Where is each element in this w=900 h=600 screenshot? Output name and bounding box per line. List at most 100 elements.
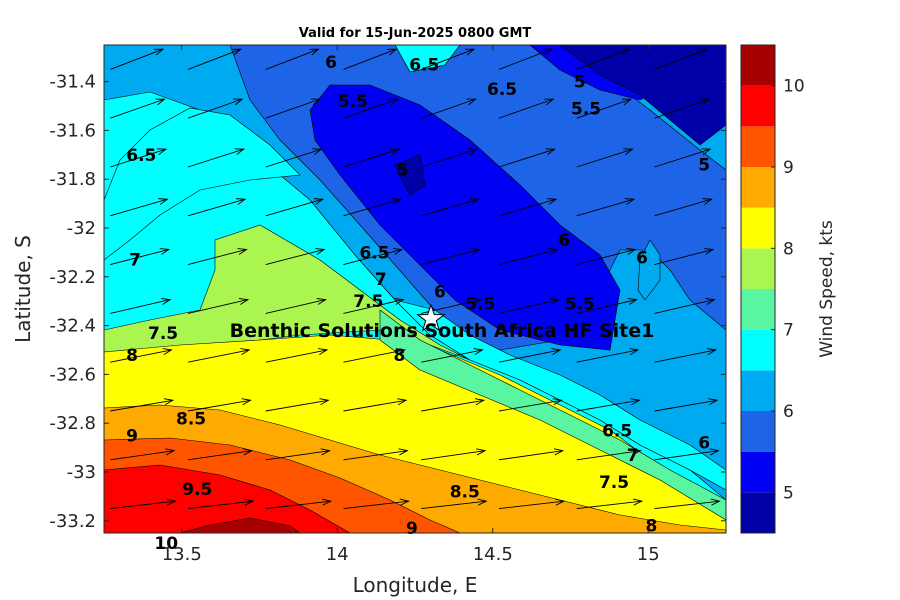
wind-arrow xyxy=(265,398,330,412)
wind-arrow xyxy=(110,498,177,510)
colorbar-tick-label: 7 xyxy=(783,321,794,341)
wind-arrow xyxy=(343,148,401,168)
wind-arrow xyxy=(265,448,331,461)
wind-arrow xyxy=(576,498,644,510)
y-tick-label: -32.6 xyxy=(49,364,96,385)
contour-label: 6 xyxy=(434,282,446,302)
contour-label: 5.5 xyxy=(571,99,601,119)
wind-arrow xyxy=(265,348,329,363)
wind-arrow xyxy=(654,298,716,314)
contour-band-9.5-10 xyxy=(104,464,351,533)
y-tick-label: -32.2 xyxy=(49,267,96,288)
contour-label: 5.5 xyxy=(338,92,368,112)
wind-arrow xyxy=(421,98,477,119)
colorbar-tick-label: 5 xyxy=(783,483,794,503)
colorbar-swatch xyxy=(741,45,775,86)
contour-band-5-5.5 xyxy=(309,84,621,351)
colorbar-tick-label: 9 xyxy=(783,158,794,178)
contour-band-10-10.5 xyxy=(179,517,301,533)
contour-label: 7 xyxy=(129,251,141,271)
wind-arrow xyxy=(654,398,719,412)
wind-arrow xyxy=(110,398,175,412)
contour-band-4.5-5 xyxy=(394,154,426,196)
x-tick-label: 14.5 xyxy=(473,544,513,565)
site-marker xyxy=(416,303,446,332)
wind-arrow xyxy=(576,398,641,412)
contour-band-6.5-7-coastal xyxy=(394,299,726,491)
contour-label: 6 xyxy=(558,231,570,251)
y-tick-label: -33.2 xyxy=(49,511,96,532)
wind-arrow xyxy=(421,398,486,412)
contour-label: 7 xyxy=(375,270,387,290)
contour-label: 6.5 xyxy=(360,243,390,263)
contour-label: 6 xyxy=(636,248,648,268)
y-tick-label: -31.8 xyxy=(49,169,96,190)
colorbar: 5 6 7 8 9 10 xyxy=(740,44,805,534)
contour-label: 6 xyxy=(325,53,337,73)
wind-vector-layer xyxy=(110,48,721,510)
wind-arrow xyxy=(187,98,244,119)
contour-label: 5 xyxy=(698,156,710,176)
wind-arrow xyxy=(421,48,476,70)
x-tick-label: 13.5 xyxy=(162,544,202,565)
colorbar-label: Wind Speed, kts xyxy=(817,220,837,358)
x-axis: 13.5 14 14.5 15 xyxy=(162,45,660,565)
y-axis: -31.4 -31.6 -31.8 -32 -32.2 -32.4 -32.6 -32.8 -3… xyxy=(49,72,726,532)
wind-arrow xyxy=(343,198,402,217)
wind-arrow xyxy=(110,198,169,217)
colorbar-swatch xyxy=(741,167,775,208)
wind-arrow xyxy=(343,398,408,412)
wind-arrow xyxy=(654,98,710,119)
contour-label: 8 xyxy=(126,346,138,366)
wind-arrow xyxy=(576,48,631,70)
y-tick-label: -33 xyxy=(67,462,96,483)
contour-label: 10 xyxy=(154,534,178,554)
contour-field xyxy=(104,45,726,533)
wind-arrow xyxy=(187,48,242,70)
wind-arrow xyxy=(421,198,480,217)
wind-arrow xyxy=(654,198,713,217)
contour-label: 8 xyxy=(645,517,657,537)
star-icon xyxy=(416,303,446,332)
wind-arrow xyxy=(265,148,323,168)
wind-arrow xyxy=(265,248,326,266)
y-tick-label: -31.6 xyxy=(49,120,96,141)
contour-label: 7.5 xyxy=(353,292,383,312)
contour-label: 9.5 xyxy=(182,480,212,500)
contour-band-7-7.5-coastal xyxy=(379,309,726,521)
plot-frame xyxy=(103,44,727,534)
contour-band-6-6.5-island xyxy=(637,239,661,301)
wind-arrow xyxy=(187,448,254,461)
wind-arrow xyxy=(421,148,479,168)
contour-label: 6 xyxy=(698,434,710,454)
wind-arrow xyxy=(498,248,559,266)
wind-arrow xyxy=(187,498,255,510)
wind-arrow xyxy=(421,498,488,510)
wind-arrow xyxy=(498,298,561,314)
y-tick-label: -31.4 xyxy=(49,72,96,93)
wind-arrow xyxy=(498,348,562,363)
contour-label: 5.5 xyxy=(565,295,595,315)
wind-arrow xyxy=(654,498,721,510)
wind-arrow xyxy=(187,348,251,363)
contour-label: 7.5 xyxy=(148,324,178,344)
wind-arrow xyxy=(654,248,715,266)
wind-arrow xyxy=(110,98,166,119)
wind-arrow xyxy=(576,248,637,266)
wind-arrow xyxy=(654,348,718,363)
wind-arrow xyxy=(265,498,333,510)
wind-arrow xyxy=(110,248,171,266)
colorbar-swatch xyxy=(741,492,775,533)
wind-arrow xyxy=(576,148,634,168)
wind-arrow xyxy=(265,198,325,217)
colorbar-swatch xyxy=(741,370,775,411)
wind-arrow xyxy=(654,448,720,461)
wind-arrow xyxy=(498,398,563,412)
wind-arrow xyxy=(498,498,566,510)
contour-label: 6.5 xyxy=(409,56,439,76)
wind-arrow xyxy=(187,398,252,412)
colorbar-tick-label: 10 xyxy=(783,77,805,97)
wind-arrow xyxy=(110,298,172,314)
wind-arrow xyxy=(498,98,555,119)
